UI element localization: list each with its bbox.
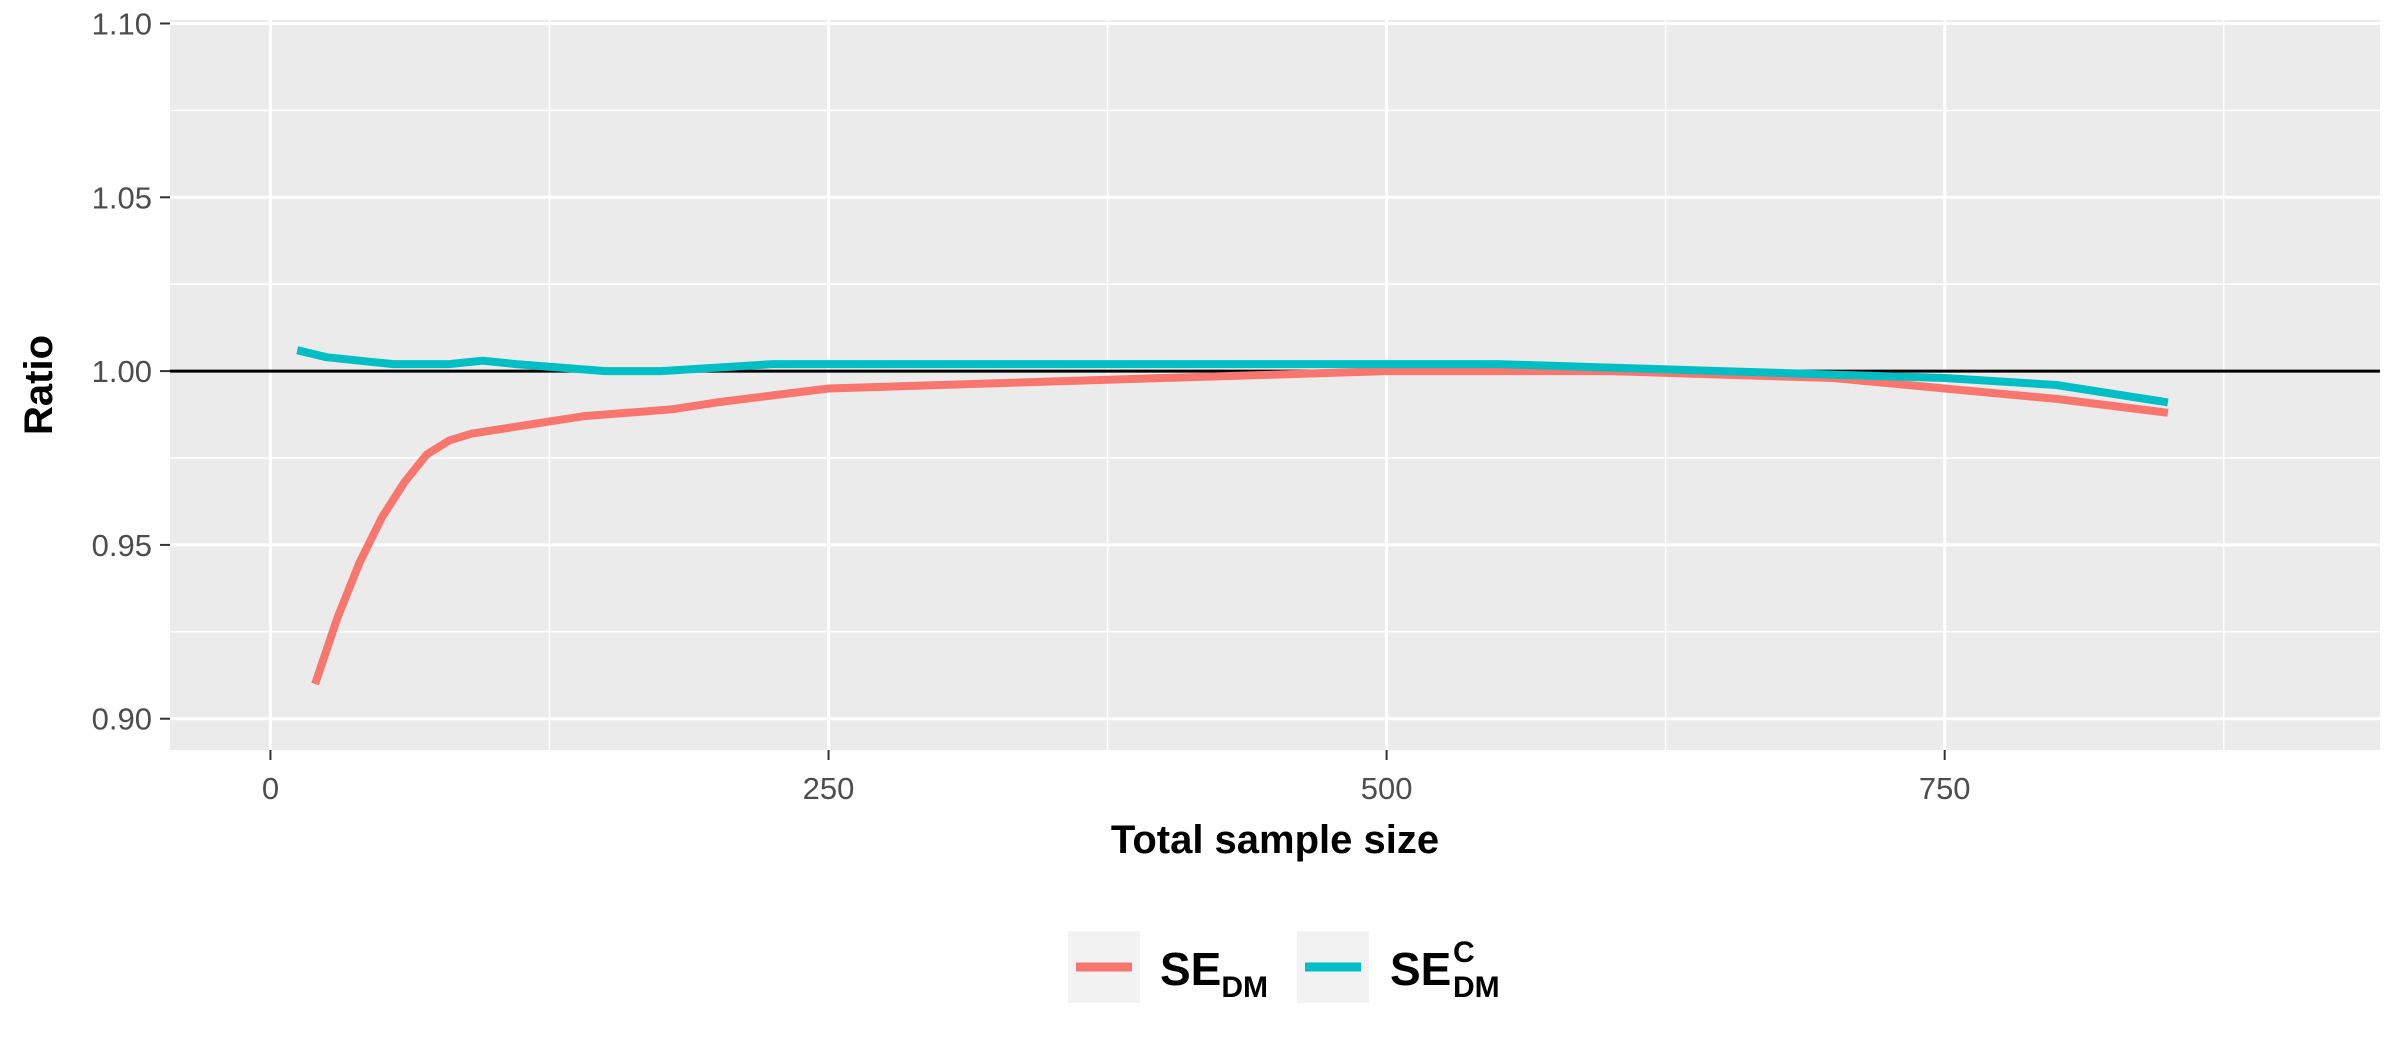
x-axis-title: Total sample size bbox=[1111, 818, 1439, 862]
y-tick-label-5: 1.10 bbox=[92, 6, 152, 41]
y-axis-title: Ratio bbox=[17, 335, 61, 435]
legend: SEDM SE C DM bbox=[1068, 931, 1500, 1004]
y-tick-label-3: 1.00 bbox=[92, 354, 152, 389]
series-layer bbox=[296, 346, 2169, 686]
x-tick-label-2: 250 bbox=[803, 771, 855, 806]
y-tick-label-4: 1.05 bbox=[92, 180, 152, 215]
grid-minor bbox=[170, 20, 2380, 750]
x-tick-label-4: 750 bbox=[1919, 771, 1971, 806]
y-tick-label-1: 0.90 bbox=[92, 702, 152, 737]
y-tick-label-2: 0.95 bbox=[92, 528, 152, 563]
legend-label-2-subscript: DM bbox=[1453, 971, 1500, 1004]
y-axis: 0.90 0.95 1.00 1.05 1.10 bbox=[92, 6, 170, 737]
legend-label-2: SE bbox=[1390, 943, 1451, 995]
legend-label-1-name: SE bbox=[1160, 943, 1221, 995]
x-tick-label-1: 0 bbox=[262, 771, 279, 806]
legend-label-2-name: SE bbox=[1390, 943, 1451, 995]
x-axis: 0 250 500 750 bbox=[262, 750, 1971, 806]
series-line-2 bbox=[296, 346, 2169, 407]
legend-label-1-subscript: DM bbox=[1221, 971, 1268, 1004]
x-tick-label-3: 500 bbox=[1361, 771, 1413, 806]
legend-label-1: SEDM bbox=[1160, 943, 1268, 1004]
legend-label-2-superscript: C bbox=[1453, 936, 1475, 969]
